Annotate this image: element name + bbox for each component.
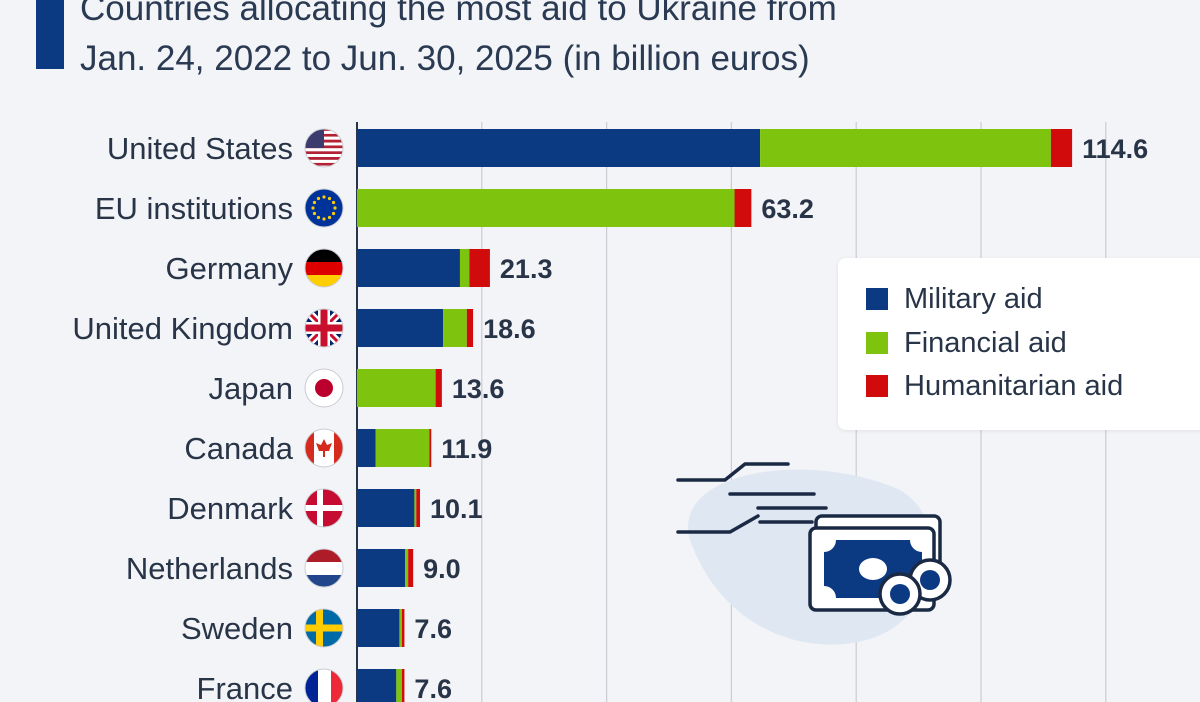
data-label: 13.6 bbox=[452, 374, 505, 404]
canada-flag-icon bbox=[305, 429, 343, 467]
category-label: EU institutions bbox=[95, 191, 293, 226]
france-flag-icon bbox=[305, 669, 343, 702]
bar-segment-financial-aid bbox=[414, 489, 417, 527]
bar-segment-humanitarian-aid bbox=[1050, 129, 1073, 167]
japan-flag-icon bbox=[305, 369, 343, 407]
chart-legend: Military aid Financial aid Humanitarian … bbox=[838, 258, 1200, 430]
bar-segment-humanitarian-aid bbox=[435, 369, 442, 407]
category-label: Japan bbox=[209, 371, 293, 406]
data-label: 7.6 bbox=[414, 674, 452, 702]
category-label: United States bbox=[107, 131, 293, 166]
legend-swatch-financial bbox=[866, 332, 888, 354]
hand-icon bbox=[676, 462, 828, 534]
bar-segment-financial-aid bbox=[443, 309, 467, 347]
bar-segment-military-aid bbox=[357, 669, 397, 702]
eu-flag-icon bbox=[305, 189, 343, 227]
data-label: 7.6 bbox=[414, 614, 452, 644]
legend-swatch-humanitarian bbox=[866, 375, 888, 397]
flag-outline bbox=[304, 308, 344, 348]
data-label: 9.0 bbox=[423, 554, 461, 584]
bar-segment-financial-aid bbox=[396, 669, 402, 702]
bar-segment-humanitarian-aid bbox=[466, 309, 474, 347]
flag-outline bbox=[304, 368, 344, 408]
category-label: Denmark bbox=[167, 491, 293, 526]
legend-swatch-military bbox=[866, 288, 888, 310]
flag-outline bbox=[304, 488, 344, 528]
bar-segment-military-aid bbox=[357, 309, 444, 347]
legend-label-financial: Financial aid bbox=[904, 327, 1067, 359]
netherlands-flag-icon bbox=[305, 549, 343, 587]
bar-segment-financial-aid bbox=[459, 249, 470, 287]
bar-segment-humanitarian-aid bbox=[734, 189, 752, 227]
flag-outline bbox=[304, 548, 344, 588]
denmark-flag-icon bbox=[305, 489, 343, 527]
legend-label-humanitarian: Humanitarian aid bbox=[904, 370, 1124, 402]
bar-segment-financial-aid bbox=[399, 609, 402, 647]
flag-outline bbox=[304, 188, 344, 228]
flag-outline bbox=[304, 668, 344, 702]
category-label: United Kingdom bbox=[72, 311, 293, 346]
flag-outline bbox=[304, 608, 344, 648]
category-label: France bbox=[197, 671, 293, 702]
bar-segment-military-aid bbox=[357, 549, 406, 587]
data-label: 10.1 bbox=[430, 494, 483, 524]
flag-outline bbox=[304, 128, 344, 168]
bar-segment-military-aid bbox=[357, 429, 376, 467]
bar-segment-humanitarian-aid bbox=[416, 489, 421, 527]
flag-outline bbox=[304, 428, 344, 468]
us-flag-icon bbox=[305, 129, 343, 167]
data-label: 114.6 bbox=[1082, 134, 1148, 164]
bar-segment-financial-aid bbox=[357, 189, 735, 227]
bar-segment-humanitarian-aid bbox=[429, 429, 432, 467]
bar-segment-humanitarian-aid bbox=[401, 669, 405, 702]
chart-title-line-2: Jan. 24, 2022 to Jun. 30, 2025 (in billi… bbox=[80, 39, 810, 78]
coins-icon bbox=[878, 558, 952, 616]
bar-segment-military-aid bbox=[357, 489, 415, 527]
germany-flag-icon bbox=[305, 249, 343, 287]
category-label: Sweden bbox=[181, 611, 293, 646]
bar-segment-military-aid bbox=[357, 249, 460, 287]
bar-segment-financial-aid bbox=[375, 429, 430, 467]
bar-segment-financial-aid bbox=[760, 129, 1051, 167]
bar-segment-financial-aid bbox=[357, 369, 436, 407]
data-label: 18.6 bbox=[483, 314, 536, 344]
hand-giving-money-icon bbox=[676, 462, 952, 645]
bar-segment-humanitarian-aid bbox=[408, 549, 414, 587]
title-accent-bar bbox=[36, 0, 64, 69]
flag-outline bbox=[304, 248, 344, 288]
category-label: Germany bbox=[166, 251, 294, 286]
bar-segment-humanitarian-aid bbox=[401, 609, 405, 647]
legend-label-military: Military aid bbox=[904, 283, 1043, 315]
bar-segment-humanitarian-aid bbox=[469, 249, 490, 287]
data-label: 21.3 bbox=[500, 254, 553, 284]
category-label: Canada bbox=[184, 431, 293, 466]
data-label: 63.2 bbox=[761, 194, 814, 224]
category-label: Netherlands bbox=[126, 551, 293, 586]
bar-segment-military-aid bbox=[357, 129, 761, 167]
data-label: 11.9 bbox=[441, 434, 492, 464]
chart-title-line-1: Countries allocating the most aid to Ukr… bbox=[80, 0, 837, 28]
sweden-flag-icon bbox=[305, 609, 343, 647]
chart-title: Countries allocating the most aid to Ukr… bbox=[80, 0, 1180, 84]
bar-segment-military-aid bbox=[357, 609, 400, 647]
uk-flag-icon bbox=[305, 309, 343, 347]
bar-segment-financial-aid bbox=[405, 549, 409, 587]
